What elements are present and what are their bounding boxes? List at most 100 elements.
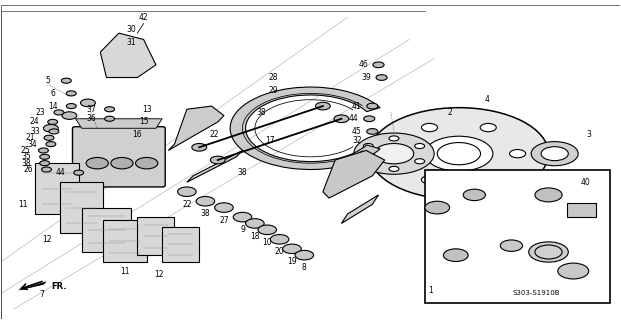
Text: 34: 34 [27, 140, 37, 148]
Circle shape [363, 159, 373, 164]
Circle shape [558, 263, 589, 279]
Circle shape [425, 136, 493, 171]
Text: 41: 41 [352, 101, 361, 111]
Circle shape [528, 242, 568, 262]
Text: 45: 45 [352, 127, 362, 136]
Circle shape [40, 154, 50, 159]
Circle shape [537, 177, 572, 194]
Text: 23: 23 [35, 108, 45, 117]
Circle shape [270, 235, 289, 244]
Text: 22: 22 [210, 130, 219, 139]
Text: 44: 44 [349, 114, 359, 123]
Circle shape [367, 103, 378, 109]
Text: 33: 33 [30, 127, 40, 136]
Circle shape [374, 143, 414, 164]
Circle shape [46, 142, 56, 147]
Circle shape [364, 116, 375, 122]
Text: 13: 13 [142, 105, 152, 114]
FancyBboxPatch shape [73, 127, 165, 187]
Text: 26: 26 [23, 165, 33, 174]
Circle shape [389, 166, 399, 172]
Circle shape [376, 75, 387, 80]
Circle shape [54, 110, 64, 115]
Text: 38: 38 [21, 159, 31, 168]
Text: 20: 20 [274, 247, 284, 257]
Bar [82, 208, 131, 252]
Text: 40: 40 [581, 178, 591, 187]
Text: 38: 38 [256, 108, 266, 117]
Text: 21: 21 [25, 133, 35, 142]
Circle shape [367, 129, 378, 134]
Text: 9: 9 [240, 225, 245, 234]
Circle shape [258, 225, 276, 235]
Bar [425, 170, 610, 303]
Polygon shape [342, 195, 379, 223]
Text: 25: 25 [20, 146, 30, 155]
Circle shape [40, 161, 50, 166]
Text: 28: 28 [269, 73, 278, 82]
Circle shape [211, 156, 225, 164]
Circle shape [43, 124, 58, 132]
Text: 1: 1 [428, 285, 433, 295]
Text: 44: 44 [55, 168, 65, 177]
Circle shape [86, 157, 108, 169]
Bar [137, 217, 175, 255]
Circle shape [104, 116, 114, 121]
Circle shape [480, 176, 496, 184]
Circle shape [104, 107, 114, 112]
Text: 37: 37 [86, 105, 96, 114]
Circle shape [463, 189, 486, 201]
Circle shape [215, 203, 233, 212]
Circle shape [178, 187, 196, 196]
Circle shape [39, 148, 48, 153]
Text: 2: 2 [447, 108, 452, 117]
Text: S303-S1910B: S303-S1910B [512, 290, 560, 296]
Circle shape [245, 219, 264, 228]
Text: 24: 24 [29, 117, 39, 126]
Text: 6: 6 [50, 89, 55, 98]
Circle shape [192, 143, 207, 151]
Text: 15: 15 [138, 117, 148, 126]
Polygon shape [168, 106, 224, 150]
Text: 19: 19 [287, 257, 297, 266]
Circle shape [81, 99, 96, 107]
Circle shape [74, 170, 84, 175]
Circle shape [541, 147, 568, 161]
Bar [567, 203, 596, 217]
Circle shape [415, 143, 425, 148]
Circle shape [422, 124, 438, 132]
Text: 46: 46 [358, 60, 368, 69]
Text: 11: 11 [18, 200, 28, 209]
Text: 30: 30 [126, 25, 136, 35]
Text: 27: 27 [219, 216, 229, 225]
Wedge shape [230, 87, 380, 170]
Circle shape [369, 108, 548, 200]
Text: 5: 5 [45, 76, 50, 85]
Circle shape [49, 129, 59, 134]
Bar [162, 227, 199, 261]
Bar [60, 182, 103, 233]
Text: 35: 35 [21, 152, 31, 161]
Polygon shape [76, 119, 162, 128]
Circle shape [315, 102, 330, 110]
Circle shape [354, 133, 434, 174]
Text: 12: 12 [154, 270, 164, 279]
Text: 31: 31 [127, 38, 136, 47]
Polygon shape [19, 282, 46, 290]
Circle shape [363, 143, 373, 148]
Circle shape [531, 142, 578, 166]
Text: 12: 12 [42, 235, 52, 244]
Circle shape [44, 135, 54, 140]
Text: 38: 38 [238, 168, 247, 177]
Text: 16: 16 [133, 130, 142, 139]
Polygon shape [187, 150, 242, 182]
Circle shape [510, 149, 525, 158]
Polygon shape [101, 33, 156, 77]
Text: 38: 38 [201, 209, 211, 219]
Text: 14: 14 [48, 101, 58, 111]
Circle shape [295, 251, 314, 260]
Circle shape [501, 240, 522, 252]
Bar [35, 163, 79, 214]
Text: 4: 4 [484, 95, 489, 104]
Circle shape [373, 62, 384, 68]
